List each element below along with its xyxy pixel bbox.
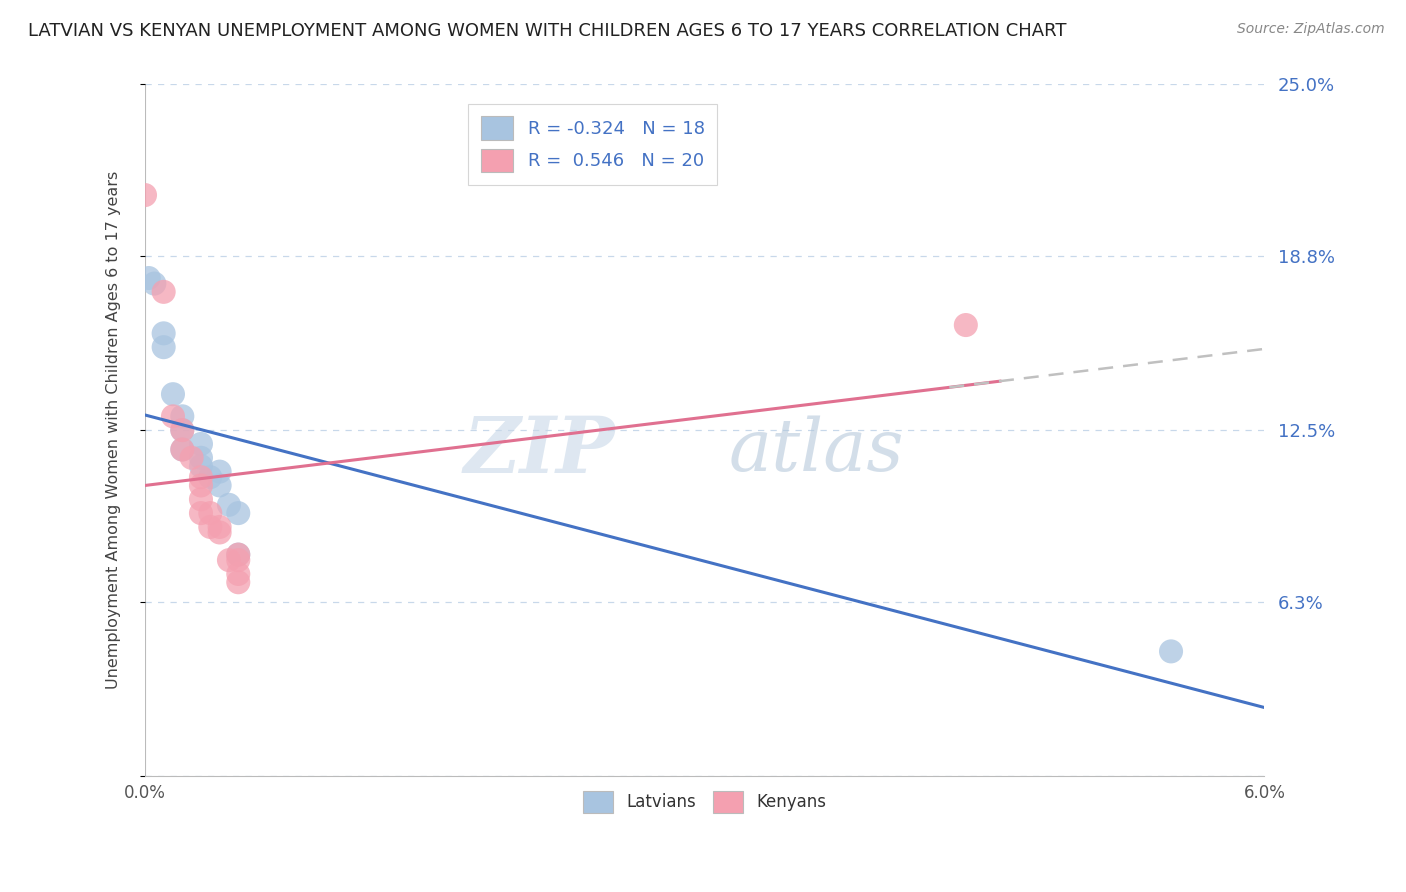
Point [208, 478, 231, 492]
Text: atlas: atlas [728, 416, 904, 486]
Point [200, 506, 222, 520]
Point [200, 470, 222, 484]
Point [226, 548, 249, 562]
Point [200, 520, 222, 534]
Point [955, 318, 977, 332]
Point [162, 409, 184, 424]
Y-axis label: Unemployment Among Women with Children Ages 6 to 17 years: Unemployment Among Women with Children A… [107, 171, 121, 690]
Point [1160, 644, 1182, 658]
Text: LATVIAN VS KENYAN UNEMPLOYMENT AMONG WOMEN WITH CHILDREN AGES 6 TO 17 YEARS CORR: LATVIAN VS KENYAN UNEMPLOYMENT AMONG WOM… [28, 22, 1067, 40]
Point [190, 437, 212, 451]
Point [226, 566, 249, 581]
Point [226, 548, 249, 562]
Point [180, 450, 202, 465]
Point [134, 188, 156, 202]
Point [218, 498, 240, 512]
Point [152, 326, 174, 341]
Point [208, 520, 231, 534]
Text: Source: ZipAtlas.com: Source: ZipAtlas.com [1237, 22, 1385, 37]
Point [226, 506, 249, 520]
Point [190, 506, 212, 520]
Point [172, 423, 194, 437]
Point [143, 277, 166, 291]
Point [152, 285, 174, 299]
Point [190, 478, 212, 492]
Point [226, 575, 249, 590]
Point [172, 442, 194, 457]
Point [190, 459, 212, 474]
Point [138, 271, 160, 285]
Point [218, 553, 240, 567]
Point [162, 387, 184, 401]
Point [190, 492, 212, 507]
Text: ZIP: ZIP [464, 413, 614, 489]
Point [172, 409, 194, 424]
Point [226, 553, 249, 567]
Point [152, 340, 174, 354]
Legend: Latvians, Kenyans: Latvians, Kenyans [576, 785, 832, 820]
Point [208, 525, 231, 540]
Point [208, 465, 231, 479]
Point [190, 450, 212, 465]
Point [190, 470, 212, 484]
Point [172, 442, 194, 457]
Point [172, 423, 194, 437]
